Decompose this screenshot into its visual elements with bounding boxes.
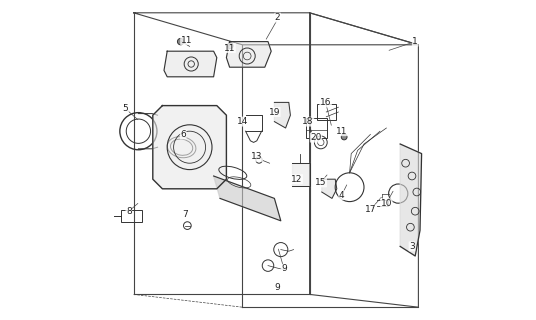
Text: 17: 17 [364, 205, 376, 214]
Polygon shape [214, 176, 281, 221]
Circle shape [177, 38, 184, 45]
Circle shape [341, 134, 347, 140]
Text: 6: 6 [180, 130, 186, 139]
Polygon shape [274, 102, 291, 128]
Circle shape [227, 43, 233, 49]
Polygon shape [164, 51, 217, 77]
Text: 2: 2 [275, 13, 280, 22]
Text: 9: 9 [275, 284, 280, 292]
Polygon shape [322, 179, 337, 198]
Text: 13: 13 [251, 152, 263, 161]
Text: 18: 18 [302, 117, 314, 126]
Text: 4: 4 [339, 191, 345, 200]
Text: 11: 11 [224, 44, 235, 52]
Bar [307, 118, 327, 138]
Text: 15: 15 [315, 178, 326, 187]
Text: 11: 11 [336, 127, 347, 136]
Text: 19: 19 [269, 108, 280, 116]
Text: 11: 11 [181, 36, 192, 44]
Text: 7: 7 [182, 210, 188, 219]
Text: 3: 3 [409, 242, 415, 251]
Text: 10: 10 [381, 199, 392, 208]
Text: 12: 12 [291, 175, 302, 184]
Text: 14: 14 [237, 117, 248, 126]
Polygon shape [226, 42, 271, 67]
Polygon shape [292, 163, 310, 186]
Text: 1: 1 [412, 37, 418, 46]
Text: 16: 16 [320, 98, 331, 107]
Text: 9: 9 [281, 264, 287, 273]
Bar [317, 104, 336, 120]
Polygon shape [400, 144, 422, 256]
Text: 8: 8 [126, 207, 132, 216]
Bar [122, 210, 142, 222]
Text: 20: 20 [310, 133, 322, 142]
Polygon shape [153, 106, 226, 189]
Text: 5: 5 [123, 104, 129, 113]
